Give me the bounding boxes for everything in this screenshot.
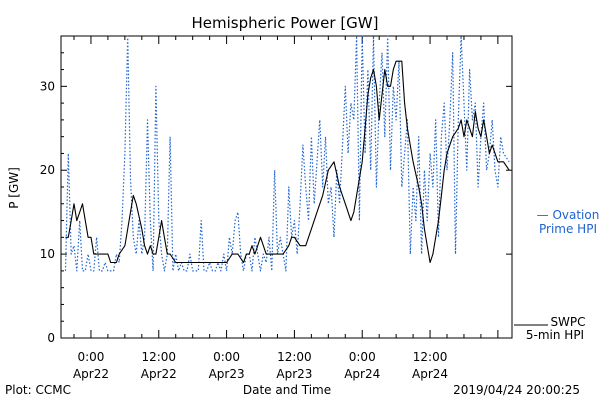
series-layer [64, 35, 510, 272]
legend: — Ovation Prime HPI SWPC 5-min HPI [514, 208, 599, 342]
plot-timestamp: 2019/04/24 20:00:25 [453, 383, 580, 397]
x-tick-time-label: 0:00 [77, 350, 104, 364]
x-tick-date-label: Apr22 [141, 367, 177, 381]
y-tick-label: 30 [40, 79, 55, 93]
y-tick-label: 20 [40, 163, 55, 177]
legend-swpc-label-line1: SWPC [550, 315, 585, 329]
x-axis-ticks: 0:00 Apr22 12:00 Apr22 0:00 Apr23 12:00 Apr23 0:… [73, 36, 499, 381]
x-tick-time-label: 0:00 [349, 350, 376, 364]
chart-title: Hemispheric Power [GW] [192, 14, 379, 32]
x-tick-time-label: 0:00 [213, 350, 240, 364]
legend-ovation-label-line1: — Ovation [537, 208, 600, 222]
y-axis-ticks: 0 10 20 30 [40, 35, 512, 345]
series-ovation-line [64, 35, 510, 272]
plot-credit: Plot: CCMC [5, 383, 71, 397]
x-tick-date-label: Apr24 [344, 367, 380, 381]
x-tick-date-label: Apr23 [276, 367, 312, 381]
y-tick-label: 10 [40, 247, 55, 261]
legend-ovation-label-line2: Prime HPI [539, 222, 597, 236]
y-axis-label: P [GW] [7, 167, 21, 209]
y-tick-label: 0 [47, 331, 55, 345]
x-axis-label: Date and Time [243, 383, 331, 397]
x-tick-time-label: 12:00 [141, 350, 176, 364]
series-swpc-line [65, 60, 510, 264]
x-tick-time-label: 12:00 [277, 350, 312, 364]
x-tick-date-label: Apr22 [73, 367, 109, 381]
x-tick-date-label: Apr24 [412, 367, 448, 381]
legend-swpc-label-line2: 5-min HPI [526, 328, 584, 342]
x-tick-date-label: Apr23 [209, 367, 245, 381]
x-tick-time-label: 12:00 [413, 350, 448, 364]
